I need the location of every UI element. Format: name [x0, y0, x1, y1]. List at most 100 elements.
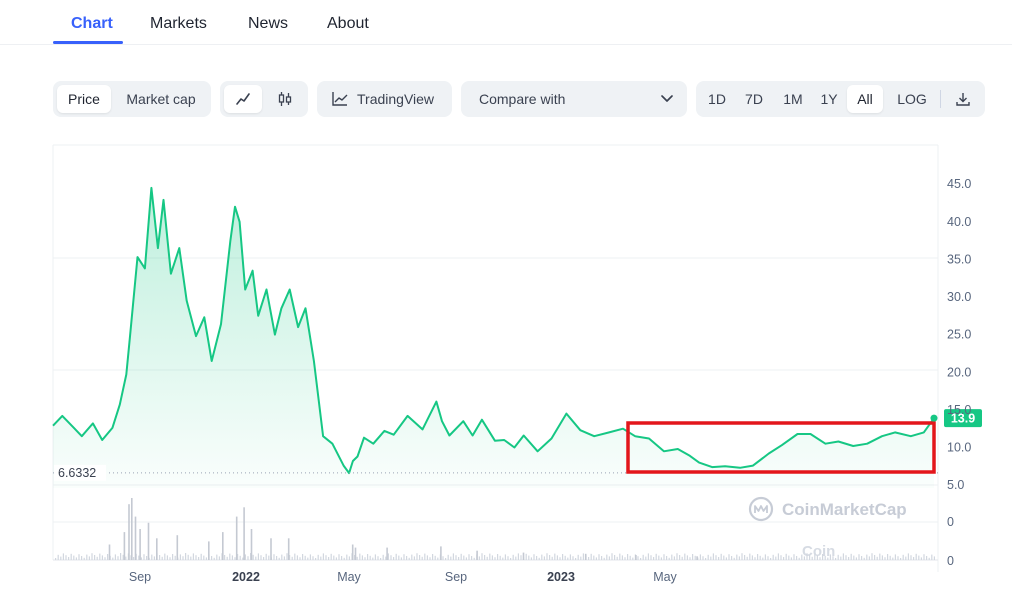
volume-bar [491, 555, 493, 560]
volume-bar [736, 554, 738, 560]
volume-bar [367, 554, 369, 560]
volume-bar [224, 555, 226, 560]
volume-bar [572, 556, 574, 560]
y-tick-label: 40.0 [947, 215, 971, 229]
volume-bar [650, 555, 652, 560]
volume-bar [478, 556, 480, 560]
volume-bar [863, 557, 865, 560]
tab-about[interactable]: About [327, 15, 369, 32]
download-button[interactable] [949, 85, 977, 113]
volume-bar [94, 555, 96, 560]
volume-bar [114, 554, 116, 560]
volume-bar [424, 553, 426, 560]
market-cap-button[interactable]: Market cap [126, 91, 196, 107]
volume-bar [595, 557, 597, 560]
volume-bar [603, 557, 605, 560]
volume-bar [538, 557, 540, 560]
volume-bar [125, 556, 127, 560]
volume-bar [234, 557, 236, 560]
volume-bar [91, 553, 93, 560]
volume-bar [484, 555, 486, 560]
current-price-badge-bg [944, 409, 982, 428]
volume-bar [83, 557, 85, 560]
volume-bar [128, 504, 130, 560]
volume-bar [73, 555, 75, 560]
volume-bar [147, 522, 150, 560]
volume-bar [510, 558, 512, 560]
volume-bar [655, 553, 657, 560]
volume-bar [642, 554, 644, 560]
volume-bar [57, 554, 59, 560]
volume-bar [243, 507, 245, 560]
volume-bar [905, 556, 907, 560]
range-7d-button[interactable]: 7D [745, 91, 763, 107]
current-price-badge: 13.9 [930, 409, 982, 428]
volume-bar [159, 555, 161, 560]
volume-bar [660, 557, 662, 560]
tradingview-button[interactable]: TradingView [317, 81, 452, 117]
volume-bar [718, 557, 720, 560]
volume-bar [312, 556, 314, 560]
volume-bar [616, 556, 618, 560]
tab-news[interactable]: News [248, 15, 289, 32]
volume-bar [647, 553, 649, 560]
volume-bar [463, 555, 465, 560]
volume-bar [824, 555, 826, 560]
volume-bar [819, 557, 821, 560]
top-nav: Chart Markets News About [0, 0, 1012, 45]
volume-bar [653, 557, 655, 560]
y-tick-label: 15.0 [947, 403, 971, 417]
volume-bar [107, 554, 109, 560]
volume-bar [346, 554, 348, 560]
volume-bar [775, 556, 777, 560]
tab-chart[interactable]: Chart [71, 15, 113, 32]
candlestick-button[interactable] [266, 85, 304, 113]
log-scale-button[interactable]: LOG [897, 91, 927, 107]
volume-bar [783, 557, 785, 560]
volume-bar [390, 555, 392, 560]
volume-bar [108, 544, 111, 560]
y-tick-label: 35.0 [947, 252, 971, 266]
volume-bar [858, 554, 860, 560]
compare-with-dropdown[interactable]: Compare with [461, 81, 687, 117]
range-all-button[interactable]: All [847, 85, 883, 113]
volume-bar [837, 554, 839, 560]
volume-bar [853, 555, 855, 560]
volume-bar [624, 557, 626, 560]
volume-bar [829, 554, 831, 560]
volume-bar [473, 557, 475, 560]
line-chart-button[interactable] [224, 85, 262, 113]
range-1y-button[interactable]: 1Y [820, 91, 838, 107]
x-tick-label: Sep [445, 570, 467, 584]
volume-bar [296, 555, 298, 560]
volume-bar [671, 554, 673, 560]
volume-bar [139, 529, 141, 560]
volume-bar [200, 553, 202, 560]
volume-bar [629, 555, 631, 560]
volume-bar [712, 553, 714, 560]
volume-bar [871, 553, 873, 560]
volume-bar [419, 555, 421, 560]
price-button[interactable]: Price [57, 85, 111, 113]
volume-bar [447, 554, 449, 560]
volume-bar [593, 555, 595, 560]
volume-bar [304, 555, 306, 560]
volume-bar [283, 556, 285, 560]
volume-bar [907, 553, 909, 560]
tab-markets[interactable]: Markets [150, 15, 207, 32]
range-1d-button[interactable]: 1D [708, 91, 726, 107]
volume-bar [913, 557, 915, 560]
current-price-dot [930, 414, 938, 422]
volume-bar [330, 553, 332, 560]
volume-bar [434, 555, 436, 560]
volume-bar [598, 554, 600, 560]
range-1m-button[interactable]: 1M [783, 91, 803, 107]
volume-bar [874, 555, 876, 560]
volume-bar [229, 553, 231, 560]
volume-bar [497, 554, 499, 560]
volume-bar [231, 555, 233, 560]
volume-bar [777, 553, 779, 560]
volume-bar [720, 553, 722, 560]
volume-bar [416, 553, 418, 560]
